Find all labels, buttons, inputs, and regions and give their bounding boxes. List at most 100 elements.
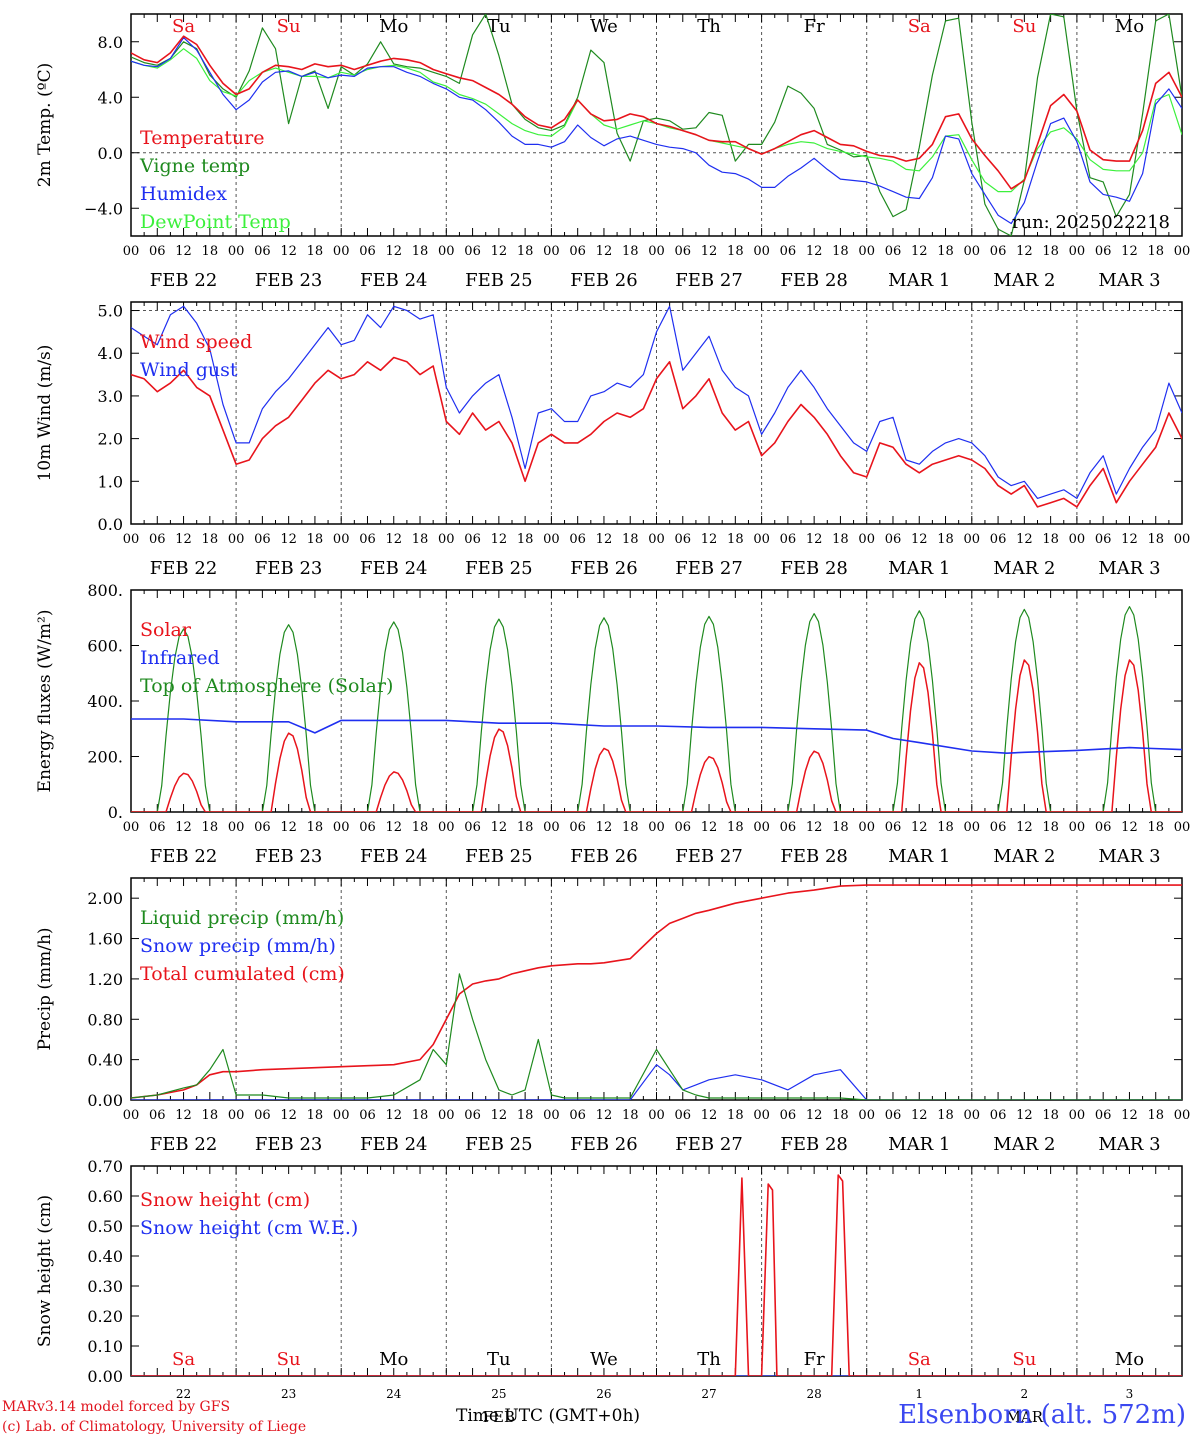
hour-tick-label: 00 bbox=[1069, 532, 1086, 547]
hour-tick-label: 12 bbox=[1121, 244, 1138, 259]
day-number-label: 27 bbox=[701, 1387, 716, 1401]
y-axis-label: Precip (mm/h) bbox=[35, 927, 55, 1050]
hour-tick-label: 12 bbox=[1016, 1108, 1033, 1123]
date-label: MAR 1 bbox=[888, 270, 950, 291]
hour-tick-label: 12 bbox=[911, 244, 928, 259]
y-tick-label: 3.0 bbox=[98, 387, 123, 406]
weekday-label: We bbox=[590, 16, 618, 37]
hour-tick-label: 06 bbox=[675, 532, 692, 547]
hour-tick-label: 18 bbox=[727, 532, 744, 547]
hour-tick-label: 12 bbox=[806, 1108, 823, 1123]
hour-tick-label: 18 bbox=[1147, 820, 1164, 835]
y-axis-label: 10m Wind (m/s) bbox=[35, 345, 55, 482]
y-axis-label: Energy fluxes (W/m²) bbox=[35, 610, 55, 793]
y-tick-label: 0.70 bbox=[87, 1157, 123, 1176]
weekday-label: Tu bbox=[487, 1349, 511, 1370]
hour-tick-label: 00 bbox=[1069, 244, 1086, 259]
date-label: MAR 1 bbox=[888, 846, 950, 867]
date-label: MAR 2 bbox=[993, 270, 1055, 291]
legend-entry: Wind speed bbox=[140, 331, 252, 353]
date-label: MAR 3 bbox=[1098, 270, 1160, 291]
hour-tick-label: 18 bbox=[1042, 532, 1059, 547]
weekday-label: Fr bbox=[804, 1349, 825, 1370]
date-label: MAR 3 bbox=[1098, 558, 1160, 579]
y-tick-label: 5.0 bbox=[98, 302, 123, 321]
weekday-label: Th bbox=[697, 16, 721, 37]
weekday-label: Tu bbox=[487, 16, 511, 37]
hour-tick-label: 06 bbox=[149, 1108, 166, 1123]
hour-tick-label: 06 bbox=[1095, 244, 1112, 259]
hour-tick-label: 18 bbox=[517, 1108, 534, 1123]
weekday-label: Th bbox=[697, 1349, 721, 1370]
y-tick-label: 0.80 bbox=[87, 1010, 123, 1029]
legend-entry: Snow precip (mm/h) bbox=[140, 935, 336, 957]
legend-entry: Vigne temp bbox=[139, 155, 250, 177]
hour-tick-label: 12 bbox=[385, 1108, 402, 1123]
hour-tick-label: 00 bbox=[543, 244, 560, 259]
date-label: MAR 1 bbox=[888, 1134, 950, 1155]
date-label: MAR 2 bbox=[993, 846, 1055, 867]
hour-tick-label: 06 bbox=[359, 532, 376, 547]
date-label: FEB 22 bbox=[150, 270, 217, 291]
hour-tick-label: 12 bbox=[491, 1108, 508, 1123]
weekday-label: Su bbox=[277, 1349, 301, 1370]
hour-tick-label: 06 bbox=[254, 532, 271, 547]
hour-tick-label: 00 bbox=[123, 1108, 140, 1123]
legend-entry: DewPoint Temp bbox=[140, 211, 291, 233]
hour-tick-label: 12 bbox=[1016, 820, 1033, 835]
date-label: FEB 25 bbox=[465, 558, 532, 579]
hour-tick-label: 06 bbox=[149, 820, 166, 835]
date-label: MAR 3 bbox=[1098, 846, 1160, 867]
hour-tick-label: 18 bbox=[727, 820, 744, 835]
snow-precip-mm-h-line bbox=[131, 1064, 1182, 1100]
date-label: FEB 23 bbox=[255, 558, 322, 579]
y-tick-label: 0.30 bbox=[87, 1277, 123, 1296]
hour-tick-label: 12 bbox=[280, 532, 297, 547]
hour-tick-label: 18 bbox=[727, 1108, 744, 1123]
weekday-label: Su bbox=[277, 16, 301, 37]
hour-tick-label: 06 bbox=[569, 1108, 586, 1123]
date-label: FEB 26 bbox=[570, 846, 637, 867]
hour-tick-label: 00 bbox=[1174, 532, 1191, 547]
y-tick-label: −4.0 bbox=[84, 199, 123, 218]
weekday-label: Fr bbox=[804, 16, 825, 37]
hour-tick-label: 06 bbox=[675, 820, 692, 835]
date-label: FEB 24 bbox=[360, 846, 427, 867]
hour-tick-label: 18 bbox=[307, 1108, 324, 1123]
hour-tick-label: 06 bbox=[1095, 532, 1112, 547]
legend-entry: Total cumulated (cm) bbox=[140, 963, 345, 985]
hour-tick-label: 12 bbox=[806, 820, 823, 835]
day-number-label: 22 bbox=[176, 1387, 191, 1401]
y-tick-label: 400. bbox=[87, 692, 123, 711]
hour-tick-label: 06 bbox=[149, 244, 166, 259]
hour-tick-label: 18 bbox=[622, 244, 639, 259]
hour-tick-label: 12 bbox=[1016, 244, 1033, 259]
hour-tick-label: 12 bbox=[280, 244, 297, 259]
total-cumulated-cm-line bbox=[131, 884, 1182, 1099]
day-number-label: 28 bbox=[807, 1387, 822, 1401]
hour-tick-label: 00 bbox=[1069, 820, 1086, 835]
hour-tick-label: 12 bbox=[596, 532, 613, 547]
hour-tick-label: 18 bbox=[1042, 1108, 1059, 1123]
hour-tick-label: 06 bbox=[990, 532, 1007, 547]
hour-tick-label: 00 bbox=[543, 1108, 560, 1123]
liquid-precip-mm-h-line bbox=[131, 973, 1182, 1100]
date-label: FEB 28 bbox=[780, 1134, 847, 1155]
date-label: FEB 28 bbox=[780, 558, 847, 579]
hour-tick-label: 12 bbox=[1121, 532, 1138, 547]
date-label: FEB 25 bbox=[465, 846, 532, 867]
hour-tick-label: 00 bbox=[438, 1108, 455, 1123]
hour-tick-label: 12 bbox=[701, 244, 718, 259]
hour-tick-label: 18 bbox=[937, 244, 954, 259]
y-axis-label: 2m Temp. (ºC) bbox=[35, 63, 55, 188]
hour-tick-label: 00 bbox=[333, 820, 350, 835]
hour-tick-label: 00 bbox=[1174, 244, 1191, 259]
weekday-label: Sa bbox=[172, 16, 195, 37]
date-label: FEB 28 bbox=[780, 270, 847, 291]
hour-tick-label: 00 bbox=[648, 532, 665, 547]
hour-tick-label: 00 bbox=[228, 244, 245, 259]
hour-tick-label: 12 bbox=[280, 820, 297, 835]
hour-tick-label: 18 bbox=[412, 1108, 429, 1123]
date-label: FEB 27 bbox=[675, 1134, 742, 1155]
hour-tick-label: 12 bbox=[385, 532, 402, 547]
